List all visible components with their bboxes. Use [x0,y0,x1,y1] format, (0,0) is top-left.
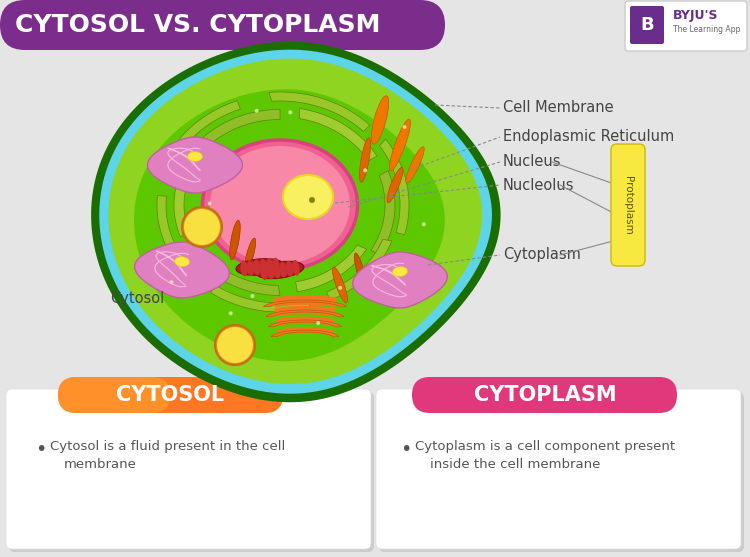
Ellipse shape [175,257,190,267]
Ellipse shape [283,175,333,219]
Text: CYTOSOL: CYTOSOL [116,385,224,405]
Ellipse shape [280,262,287,277]
Ellipse shape [260,259,267,275]
FancyBboxPatch shape [376,389,741,549]
Ellipse shape [387,167,403,203]
FancyBboxPatch shape [0,0,445,50]
Ellipse shape [406,147,424,183]
Ellipse shape [288,110,292,114]
PathPatch shape [296,245,367,292]
PathPatch shape [163,101,240,168]
PathPatch shape [271,330,339,337]
PathPatch shape [266,310,344,317]
Text: Cell Membrane: Cell Membrane [503,100,614,115]
Text: Cytoplasm: Cytoplasm [503,247,580,262]
FancyBboxPatch shape [58,377,283,413]
Text: CYTOPLASM: CYTOPLASM [474,385,616,405]
Ellipse shape [184,209,220,245]
Ellipse shape [206,211,209,215]
Ellipse shape [292,260,299,276]
FancyBboxPatch shape [625,1,747,51]
Ellipse shape [272,258,280,273]
Ellipse shape [215,325,255,365]
Ellipse shape [229,311,232,315]
PathPatch shape [268,320,341,327]
PathPatch shape [99,50,492,394]
PathPatch shape [269,92,370,131]
Ellipse shape [371,96,388,144]
Ellipse shape [309,197,315,203]
Ellipse shape [254,260,260,275]
Ellipse shape [217,327,253,363]
Ellipse shape [332,267,347,303]
Ellipse shape [251,294,254,298]
Ellipse shape [422,222,426,226]
Ellipse shape [403,125,406,129]
Text: Cytoplasm is a cell component present: Cytoplasm is a cell component present [415,440,675,453]
PathPatch shape [196,110,280,149]
Ellipse shape [266,258,273,274]
Ellipse shape [316,321,320,325]
Text: CYTOSOL VS. CYTOPLASM: CYTOSOL VS. CYTOPLASM [15,13,380,37]
PathPatch shape [134,89,445,361]
Ellipse shape [202,140,358,270]
PathPatch shape [157,196,198,282]
PathPatch shape [264,300,346,307]
PathPatch shape [352,252,447,308]
Ellipse shape [286,261,293,277]
PathPatch shape [109,58,482,384]
FancyBboxPatch shape [611,144,645,266]
Ellipse shape [255,109,259,113]
PathPatch shape [91,42,500,402]
Ellipse shape [256,261,304,278]
Ellipse shape [230,220,240,260]
PathPatch shape [174,159,196,237]
PathPatch shape [299,109,377,161]
FancyBboxPatch shape [379,392,744,552]
Ellipse shape [273,262,280,278]
Text: Nucleolus: Nucleolus [503,178,574,193]
Text: Protoplasm: Protoplasm [623,175,633,234]
Text: BYJU'S: BYJU'S [673,9,718,22]
Ellipse shape [170,280,173,284]
Ellipse shape [236,259,284,275]
Text: Endoplasmic Reticulum: Endoplasmic Reticulum [503,129,674,144]
FancyBboxPatch shape [9,392,374,552]
FancyBboxPatch shape [630,6,664,44]
Ellipse shape [247,260,254,276]
PathPatch shape [148,137,242,193]
Text: Cytosol: Cytosol [110,291,164,305]
Ellipse shape [260,264,268,280]
Ellipse shape [354,253,366,287]
Ellipse shape [359,138,370,182]
PathPatch shape [211,285,311,312]
FancyBboxPatch shape [6,389,371,549]
Ellipse shape [392,267,407,276]
Ellipse shape [363,168,368,172]
Text: Cytosol is a fluid present in the cell: Cytosol is a fluid present in the cell [50,440,285,453]
PathPatch shape [135,242,230,298]
PathPatch shape [371,170,395,255]
Ellipse shape [210,146,350,264]
Ellipse shape [208,202,212,206]
Ellipse shape [188,152,202,162]
Text: •: • [35,440,46,459]
Text: membrane: membrane [64,458,136,471]
Text: inside the cell membrane: inside the cell membrane [430,458,600,471]
Text: B: B [640,16,654,34]
FancyBboxPatch shape [412,377,677,413]
FancyBboxPatch shape [58,377,170,413]
Ellipse shape [182,207,222,247]
Ellipse shape [267,263,274,279]
Ellipse shape [389,119,410,171]
Text: Nucleus: Nucleus [503,154,562,169]
PathPatch shape [201,257,280,296]
PathPatch shape [326,240,392,300]
Ellipse shape [244,238,256,272]
Ellipse shape [241,261,248,276]
Text: The Learning App: The Learning App [673,26,740,35]
Ellipse shape [338,286,342,290]
PathPatch shape [380,139,409,234]
Text: •: • [400,440,411,459]
